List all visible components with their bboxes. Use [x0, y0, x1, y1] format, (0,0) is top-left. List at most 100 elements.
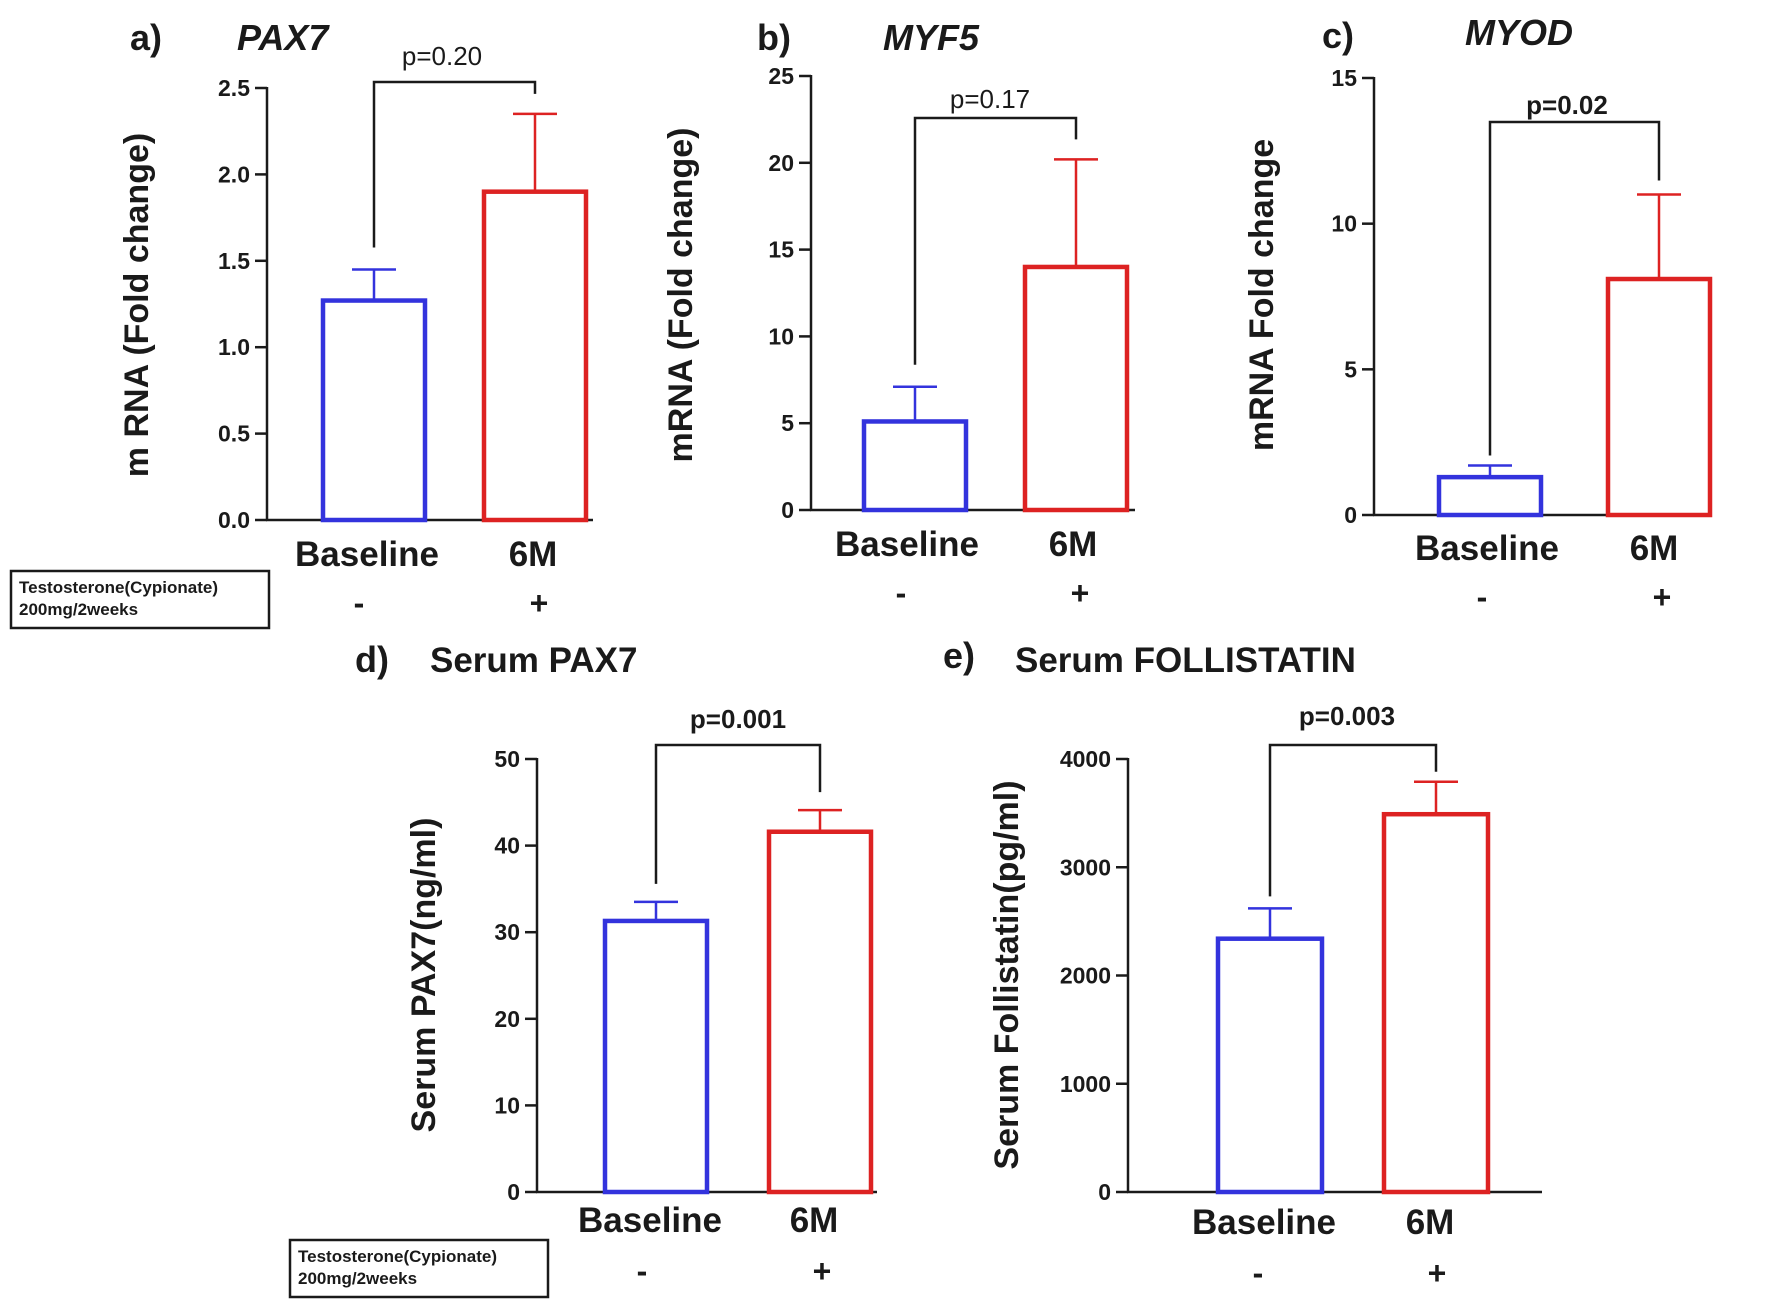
- panel-e-title: Serum FOLLISTATIN: [1015, 641, 1356, 680]
- panel-b-title: MYF5: [883, 17, 980, 58]
- treatment-box-bottom-line1: Testosterone(Cypionate): [298, 1247, 497, 1266]
- panel-a-y-tick-label: 0.0: [218, 507, 250, 533]
- panel-c-bar-6m: [1605, 276, 1713, 518]
- panel-c-label: c): [1322, 15, 1354, 56]
- panel-c-bar-baseline: [1436, 474, 1544, 518]
- panel-a-category-baseline: Baseline: [295, 535, 439, 574]
- panel-e-bar-baseline: [1215, 936, 1325, 1195]
- panel-d-bars: [602, 808, 874, 1195]
- panel-c-p-value: p=0.02: [1526, 90, 1608, 120]
- panel-a-bracket-line: [372, 80, 537, 248]
- panel-b-category-6m: 6M: [1049, 525, 1098, 564]
- panel-a-bar-baseline: [320, 298, 428, 523]
- panel-d-serum-pax7: d) Serum PAX7 Serum PAX7(ng/ml) 0 10 20 30 4…: [355, 639, 877, 1289]
- panel-d-y-ticks: 0 10 20 30 40 50: [494, 746, 877, 1205]
- panel-d-p-value: p=0.001: [690, 704, 786, 734]
- panel-c-myod-mrna: c) MYOD mRNA Fold change 0 5 10 15 p=0.02 B…: [1243, 12, 1713, 615]
- panel-a-y-tick-label: 0.5: [218, 421, 250, 447]
- treatment-box-top-line2: 200mg/2weeks: [19, 600, 138, 619]
- panel-d-y-tick-label: 0: [507, 1179, 520, 1205]
- panel-e-y-tick-label: 1000: [1060, 1071, 1111, 1097]
- panel-d-bracket-line: [654, 743, 822, 884]
- panel-d-category-6m: 6M: [790, 1201, 839, 1240]
- panel-b-bar-6m: [1022, 264, 1130, 513]
- panel-a-y-tick-label: 1.0: [218, 334, 250, 360]
- panel-e-serum-follistatin: e) Serum FOLLISTATIN Serum Follistatin(p…: [943, 635, 1542, 1291]
- panel-b-y-tick-label: 20: [768, 150, 794, 176]
- panel-e-y-ticks: 0 1000 2000 3000 4000: [1060, 746, 1542, 1205]
- panel-a-p-value: p=0.20: [402, 41, 482, 71]
- panel-d-title: Serum PAX7: [430, 641, 638, 680]
- panel-d-y-axis-label: Serum PAX7(ng/ml): [405, 818, 443, 1133]
- panel-c-y-ticks: 0 5 10 15: [1331, 65, 1698, 528]
- panel-c-category-baseline: Baseline: [1415, 529, 1559, 568]
- panel-a-bar-6m: [481, 189, 589, 523]
- panel-e-y-tick-label: 3000: [1060, 854, 1111, 880]
- panel-c-sign-plus: +: [1653, 579, 1672, 615]
- panel-a-label: a): [130, 17, 162, 58]
- panel-e-sign-plus: +: [1428, 1255, 1447, 1291]
- panel-d-y-tick-label: 50: [494, 746, 520, 772]
- treatment-box-bottom: Testosterone(Cypionate) 200mg/2weeks: [288, 1238, 550, 1299]
- treatment-box-top-line1: Testosterone(Cypionate): [19, 578, 218, 597]
- panel-a-y-ticks: 0.0 0.5 1.0 1.5 2.0 2.5: [218, 75, 593, 533]
- panel-d-y-tick-label: 20: [494, 1006, 520, 1032]
- panel-b-bracket-line: [913, 116, 1078, 365]
- panel-a-y-tick-label: 2.0: [218, 161, 250, 187]
- panel-a-title: PAX7: [237, 17, 330, 58]
- panel-c-category-6m: 6M: [1630, 529, 1679, 568]
- panel-b-sign-minus: -: [896, 575, 907, 611]
- panel-c-y-tick-label: 10: [1331, 211, 1357, 237]
- panel-c-title: MYOD: [1465, 12, 1573, 53]
- panel-b-y-tick-label: 25: [768, 63, 794, 89]
- panel-a-category-6m: 6M: [509, 535, 558, 574]
- panel-b-y-tick-label: 10: [768, 323, 794, 349]
- panel-e-bars: [1215, 780, 1491, 1195]
- panel-d-sign-plus: +: [813, 1253, 832, 1289]
- panel-e-category-baseline: Baseline: [1192, 1203, 1336, 1242]
- panel-d-y-tick-label: 10: [494, 1092, 520, 1118]
- panel-a-y-axis-label: m RNA (Fold change): [118, 133, 156, 477]
- panel-c-p-bracket: [1488, 120, 1661, 456]
- panel-c-bracket-line: [1488, 120, 1661, 456]
- panel-c-bars: [1436, 193, 1713, 518]
- panel-a-y-tick-label: 1.5: [218, 248, 250, 274]
- panel-e-y-tick-label: 2000: [1060, 963, 1111, 989]
- treatment-box-bottom-frame: [288, 1238, 550, 1299]
- panel-b-p-value: p=0.17: [950, 84, 1030, 114]
- panel-d-label: d): [355, 639, 389, 680]
- panel-e-p-value: p=0.003: [1299, 701, 1395, 731]
- panel-b-y-ticks: 0 5 10 15 20 25: [768, 63, 1135, 523]
- panel-a-y-tick-label: 2.5: [218, 75, 250, 101]
- panel-d-bar-6m: [766, 829, 874, 1195]
- panel-e-bracket-line: [1268, 743, 1438, 897]
- panel-d-y-tick-label: 30: [494, 919, 520, 945]
- panel-b-y-tick-label: 0: [781, 497, 794, 523]
- panel-a-sign-minus: -: [354, 585, 365, 621]
- panel-c-y-axis-label: mRNA Fold change: [1243, 139, 1281, 451]
- panel-b-y-tick-label: 5: [781, 410, 794, 436]
- panel-e-p-bracket: [1268, 743, 1438, 897]
- panel-d-sign-minus: -: [637, 1253, 648, 1289]
- panel-c-y-tick-label: 0: [1344, 502, 1357, 528]
- panel-b-bars: [861, 158, 1130, 513]
- panel-e-category-6m: 6M: [1406, 1203, 1455, 1242]
- panel-e-y-tick-label: 0: [1098, 1179, 1111, 1205]
- panel-e-label: e): [943, 635, 975, 676]
- treatment-box-bottom-line2: 200mg/2weeks: [298, 1269, 417, 1288]
- panel-b-bar-baseline: [861, 419, 969, 513]
- panel-b-myf5-mrna: b) MYF5 mRNA (Fold change) 0 5 10 15 20 25 p=…: [662, 17, 1135, 611]
- panel-b-y-axis-label: mRNA (Fold change): [662, 128, 700, 463]
- panel-a-sign-plus: +: [530, 585, 549, 621]
- panel-b-category-baseline: Baseline: [835, 525, 979, 564]
- treatment-box-top: Testosterone(Cypionate) 200mg/2weeks: [9, 569, 271, 630]
- panel-d-y-tick-label: 40: [494, 833, 520, 859]
- panel-c-y-tick-label: 5: [1344, 356, 1357, 382]
- panel-b-p-bracket: [913, 116, 1078, 365]
- panel-d-p-bracket: [654, 743, 822, 884]
- panel-e-y-axis-label: Serum Follistatin(pg/ml): [988, 780, 1026, 1169]
- panel-e-y-tick-label: 4000: [1060, 746, 1111, 772]
- panel-c-y-tick-label: 15: [1331, 65, 1357, 91]
- panel-e-bar-6m: [1381, 811, 1491, 1195]
